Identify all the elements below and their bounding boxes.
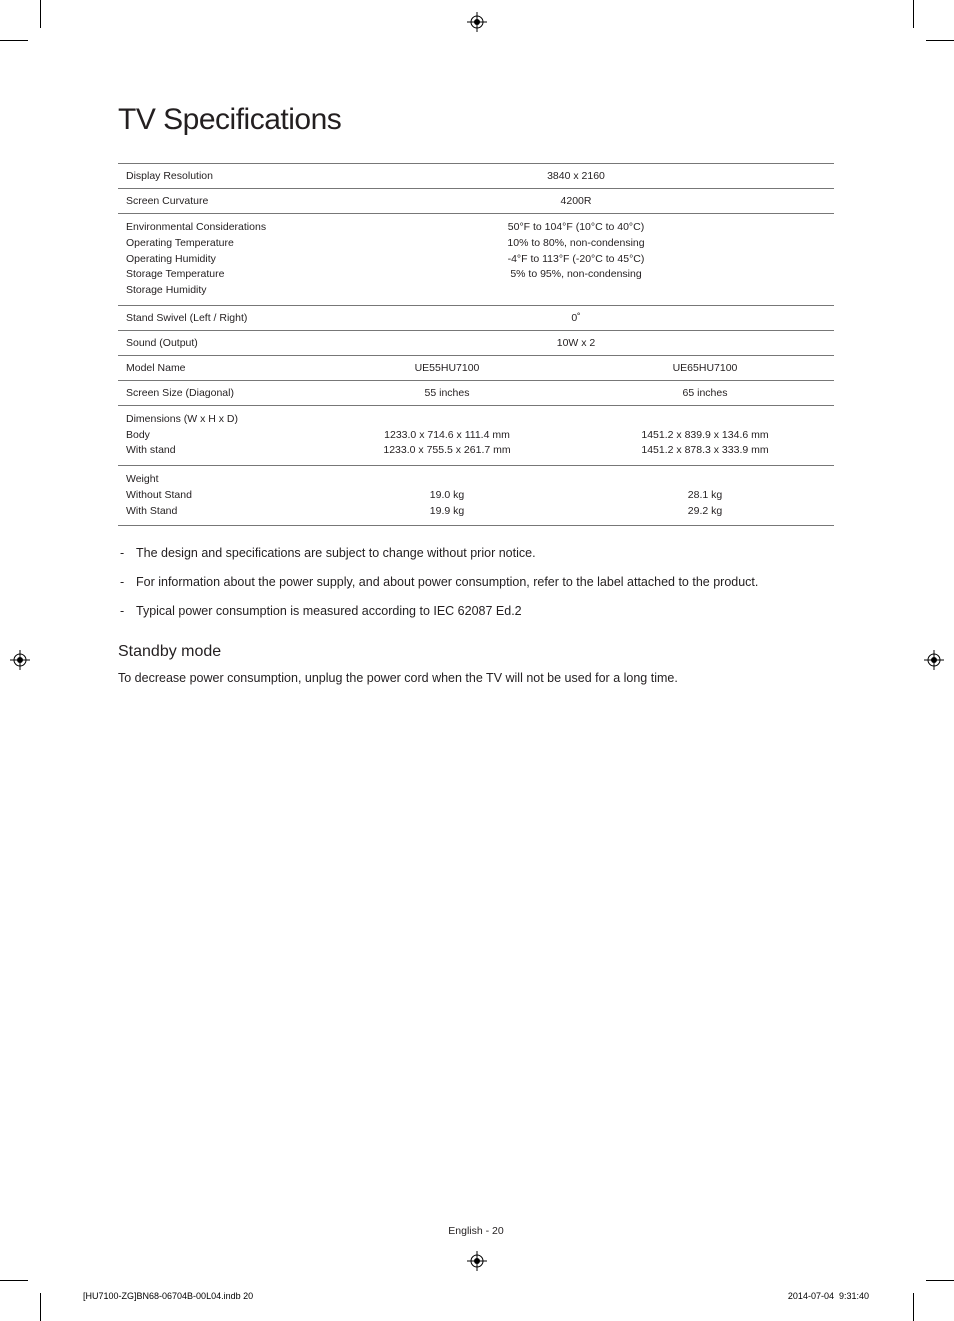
registration-mark-icon [10, 650, 30, 670]
registration-mark-icon [924, 650, 944, 670]
spec-label: Dimensions (W x H x D) Body With stand [118, 405, 318, 465]
page-content: TV Specifications Display Resolution 384… [118, 0, 834, 1321]
spec-value: 4200R [318, 189, 834, 214]
table-row: Sound (Output) 10W x 2 [118, 330, 834, 355]
table-row: Screen Curvature 4200R [118, 189, 834, 214]
spec-value: 10W x 2 [318, 330, 834, 355]
spec-value: UE65HU7100 [576, 355, 834, 380]
spec-value: 1451.2 x 839.9 x 134.6 mm 1451.2 x 878.3… [576, 405, 834, 465]
spec-label: Environmental Considerations Operating T… [118, 214, 318, 306]
standby-heading: Standby mode [118, 643, 834, 661]
footer-page-number: English - 20 [118, 1225, 834, 1237]
notes-list: The design and specifications are subjec… [118, 544, 834, 620]
table-row: Screen Size (Diagonal) 55 inches 65 inch… [118, 380, 834, 405]
note-item: Typical power consumption is measured ac… [118, 602, 834, 621]
spec-label: Model Name [118, 355, 318, 380]
footer-meta-left: [HU7100-ZG]BN68-06704B-00L04.indb 20 [83, 1291, 253, 1301]
spec-value: 50°F to 104°F (10°C to 40°C) 10% to 80%,… [318, 214, 834, 306]
spec-table: Display Resolution 3840 x 2160 Screen Cu… [118, 163, 834, 526]
spec-value: UE55HU7100 [318, 355, 576, 380]
spec-value: 19.0 kg 19.9 kg [318, 466, 576, 526]
table-row: Stand Swivel (Left / Right) 0˚ [118, 305, 834, 330]
spec-value: 28.1 kg 29.2 kg [576, 466, 834, 526]
standby-body: To decrease power consumption, unplug th… [118, 669, 834, 688]
spec-label: Screen Curvature [118, 189, 318, 214]
spec-label: Display Resolution [118, 164, 318, 189]
spec-label: Screen Size (Diagonal) [118, 380, 318, 405]
spec-value: 3840 x 2160 [318, 164, 834, 189]
table-row: Display Resolution 3840 x 2160 [118, 164, 834, 189]
spec-label: Weight Without Stand With Stand [118, 466, 318, 526]
spec-value: 65 inches [576, 380, 834, 405]
table-row: Environmental Considerations Operating T… [118, 214, 834, 306]
footer-meta: [HU7100-ZG]BN68-06704B-00L04.indb 20 201… [83, 1291, 869, 1301]
footer-meta-right: 2014-07-04 ‎‎ 9:31:40 [788, 1291, 869, 1301]
spec-value: 55 inches [318, 380, 576, 405]
spec-label: Sound (Output) [118, 330, 318, 355]
table-row: Model Name UE55HU7100 UE65HU7100 [118, 355, 834, 380]
note-item: The design and specifications are subjec… [118, 544, 834, 563]
page-title: TV Specifications [118, 103, 834, 137]
note-item: For information about the power supply, … [118, 573, 834, 592]
table-row: Weight Without Stand With Stand 19.0 kg … [118, 466, 834, 526]
spec-value: 1233.0 x 714.6 x 111.4 mm 1233.0 x 755.5… [318, 405, 576, 465]
table-row: Dimensions (W x H x D) Body With stand 1… [118, 405, 834, 465]
spec-value: 0˚ [318, 305, 834, 330]
spec-label: Stand Swivel (Left / Right) [118, 305, 318, 330]
